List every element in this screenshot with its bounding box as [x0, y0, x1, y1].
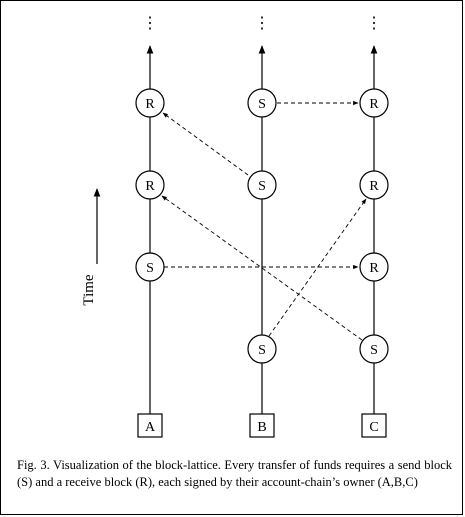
transfer-c-send-to-a-receive — [161, 195, 363, 341]
block-c-receive-top-label: R — [369, 97, 379, 112]
account-b-label: B — [257, 420, 266, 435]
account-c-label: C — [369, 420, 378, 435]
block-a-send — [135, 252, 165, 282]
chain-b-blocks: S S S — [247, 88, 277, 364]
block-c-receive-mid-label: R — [369, 179, 379, 194]
block-b-send-mid-label: S — [258, 179, 266, 194]
account-c-box — [361, 413, 387, 438]
block-a-send-label: S — [146, 261, 154, 276]
block-c-send-label: S — [370, 343, 378, 358]
block-c-send — [359, 334, 389, 364]
block-b-send-top-label: S — [258, 97, 266, 112]
block-b-send-bottom — [247, 334, 277, 364]
block-a-receive-top — [135, 88, 165, 118]
figure-caption: Fig. 3. Visualization of the block-latti… — [17, 458, 452, 489]
block-c-receive-mid — [359, 170, 389, 200]
block-b-send-bottom-label: S — [258, 343, 266, 358]
block-b-send-mid — [247, 170, 277, 200]
block-a-receive-mid-label: R — [145, 179, 155, 194]
account-b-box — [249, 413, 275, 438]
chain-a-continuation: ⋮ — [142, 15, 158, 32]
block-a-receive-mid — [135, 170, 165, 200]
account-owners: A B C — [137, 413, 387, 438]
block-a-receive-top-label: R — [145, 97, 155, 112]
block-c-receive-low-label: R — [369, 261, 379, 276]
chain-b-continuation: ⋮ — [254, 15, 270, 32]
block-c-receive-top — [359, 88, 389, 118]
time-label: Time — [81, 274, 97, 305]
account-a-box — [137, 413, 163, 438]
chain-c-continuation: ⋮ — [366, 15, 382, 32]
block-c-receive-low — [359, 252, 389, 282]
transfer-b-send-to-c-receive-mid — [268, 198, 367, 337]
account-a-label: A — [145, 420, 156, 435]
block-b-send-top — [247, 88, 277, 118]
chain-c-blocks: R R R S — [359, 88, 389, 364]
transfer-b-send-to-a-receive-top — [162, 112, 249, 176]
chain-a-blocks: R R S — [135, 88, 165, 282]
